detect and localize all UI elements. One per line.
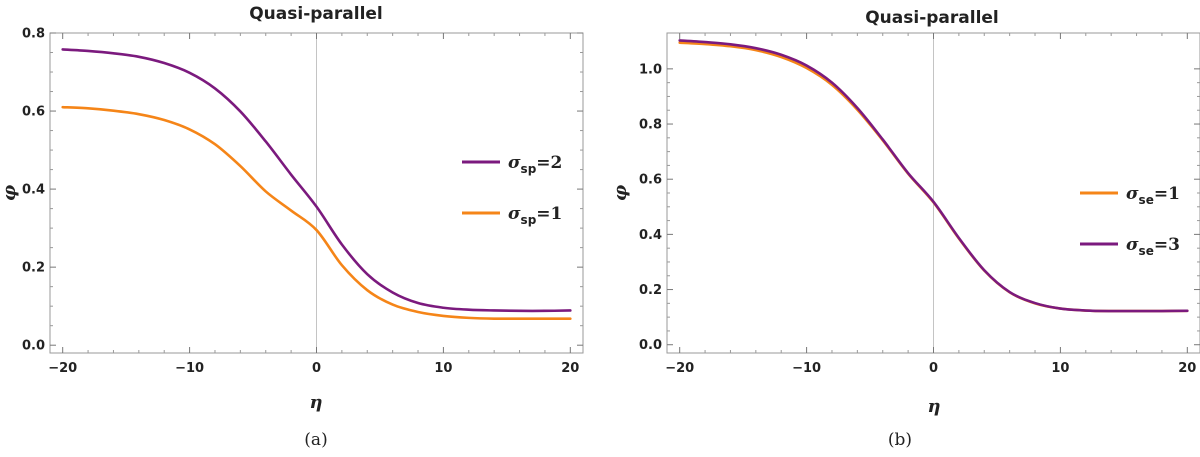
x-tick-label: 10 <box>1051 361 1069 376</box>
y-axis-label-a: φ <box>0 184 20 201</box>
legend-entry: σsp=1 <box>462 204 562 227</box>
y-tick-label: 0.2 <box>22 261 45 276</box>
legend-entry: σse=1 <box>1080 184 1180 207</box>
series-line-sp-2 <box>61 48 572 313</box>
y-tick-label: 0.8 <box>22 27 45 42</box>
x-axis-label-a: η <box>309 392 322 413</box>
legend-entry: σsp=2 <box>462 153 562 176</box>
y-tick-label: 1.0 <box>639 62 662 77</box>
caption-b: (b) <box>888 430 912 450</box>
series-line-se-3 <box>678 39 1189 313</box>
y-tick-label: 0.4 <box>22 183 45 198</box>
chart-panel-b: Quasi-parallel η φ (b) −20 −10 0 10 20 0.0 0.2… <box>610 8 1200 450</box>
y-tick-label: 0.0 <box>639 338 662 353</box>
legend-label: σse=1 <box>1126 184 1180 207</box>
plot-area-a: −20 −10 0 10 20 0.0 0.2 0.4 0.6 0.8 σsp=2 σsp=1 <box>22 27 583 376</box>
x-tick-label: 0 <box>312 361 321 376</box>
y-tick-label: 0.6 <box>639 173 662 188</box>
y-axis-label-b: φ <box>610 184 631 201</box>
plot-area-b: −20 −10 0 10 20 0.0 0.2 0.4 0.6 0.8 1.0 σse=1 σse=3 <box>639 33 1200 376</box>
x-tick-label: 10 <box>434 361 452 376</box>
x-tick-label: −20 <box>48 361 77 376</box>
x-tick-label: −10 <box>792 361 821 376</box>
chart-panel-a: Quasi-parallel η φ (a) −20 −10 0 10 20 0.0 0.2… <box>0 4 584 450</box>
y-tick-label: 0.0 <box>22 339 45 354</box>
x-tick-label: 20 <box>1178 361 1196 376</box>
y-tick-label: 0.4 <box>639 228 662 243</box>
chart-title-b: Quasi-parallel <box>865 8 999 28</box>
x-tick-label: 0 <box>929 361 938 376</box>
legend-entry: σse=3 <box>1080 235 1180 258</box>
x-tick-label: 20 <box>561 361 579 376</box>
legend-label: σsp=1 <box>508 204 562 227</box>
y-tick-label: 0.2 <box>639 283 662 298</box>
y-tick-label: 0.6 <box>22 105 45 120</box>
y-tick-label: 0.8 <box>639 118 662 133</box>
series-line-sp-1 <box>61 105 572 321</box>
x-axis-label-b: η <box>927 396 940 417</box>
caption-a: (a) <box>304 430 327 450</box>
chart-title-a: Quasi-parallel <box>249 4 383 24</box>
legend-label: σsp=2 <box>508 153 562 176</box>
x-tick-label: −20 <box>665 361 694 376</box>
x-tick-label: −10 <box>175 361 204 376</box>
legend-label: σse=3 <box>1126 235 1180 258</box>
